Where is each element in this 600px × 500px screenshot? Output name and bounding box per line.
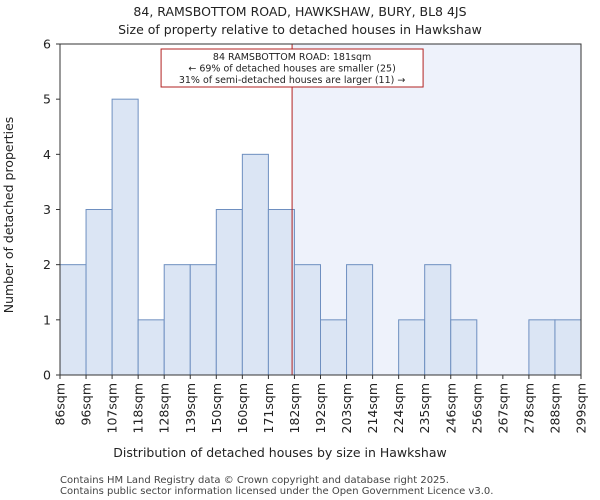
x-tick-label: 192sqm	[313, 383, 328, 433]
x-tick-label: 267sqm	[495, 383, 510, 433]
histogram-bar	[189, 264, 217, 376]
x-tick-label: 214sqm	[365, 383, 380, 433]
x-tick-label: 182sqm	[287, 383, 302, 433]
annotation-line-3: 31% of semi-detached houses are larger (…	[179, 75, 406, 86]
histogram-bar	[241, 153, 269, 376]
histogram-bar	[215, 209, 243, 376]
y-tick-label: 5	[43, 92, 51, 107]
y-tick-label: 6	[43, 37, 51, 52]
footer-line-2: Contains public sector information licen…	[60, 486, 493, 497]
x-tick-label: 118sqm	[131, 383, 146, 433]
x-tick-label: 278sqm	[521, 383, 536, 433]
histogram-bar	[346, 264, 374, 376]
annotation-line-2: ← 69% of detached houses are smaller (25…	[188, 64, 395, 75]
x-axis-ticks: 86sqm 96sqm 107sqm 118sqm 128sqm 139sqm 150sqm…	[53, 375, 589, 433]
y-axis-label: Number of detached properties	[1, 117, 16, 314]
x-tick-label: 128sqm	[157, 383, 172, 433]
y-tick-label: 3	[43, 202, 51, 217]
x-tick-label: 107sqm	[105, 383, 120, 433]
histogram-bar	[267, 209, 295, 376]
x-tick-label: 160sqm	[235, 383, 250, 433]
histogram-bar	[163, 264, 191, 376]
x-tick-label: 86sqm	[53, 383, 68, 426]
histogram-bar	[424, 264, 452, 376]
y-tick-label: 4	[43, 147, 51, 162]
y-tick-label: 0	[43, 368, 51, 383]
y-tick-label: 2	[43, 257, 51, 272]
annotation-line-1: 84 RAMSBOTTOM ROAD: 181sqm	[213, 52, 371, 63]
annotation-box	[160, 48, 424, 88]
chart-title: 84, RAMSBOTTOM ROAD, HAWKSHAW, BURY, BL8…	[133, 4, 466, 19]
x-tick-label: 246sqm	[443, 383, 458, 433]
histogram-bar	[554, 319, 582, 376]
y-axis-ticks: 0 1 2 3 4 5 6	[43, 37, 60, 383]
histogram-bar	[398, 319, 426, 376]
histogram-bar	[59, 264, 87, 376]
chart-subtitle: Size of property relative to detached ho…	[118, 22, 482, 37]
histogram-bar	[450, 319, 478, 376]
y-tick-label: 1	[43, 312, 51, 327]
histogram-bar	[293, 264, 322, 376]
x-tick-label: 299sqm	[574, 383, 589, 433]
histogram-bar	[528, 319, 556, 376]
x-tick-label: 235sqm	[417, 383, 432, 433]
histogram-bar	[111, 98, 139, 376]
x-tick-label: 288sqm	[547, 383, 562, 433]
x-tick-label: 150sqm	[209, 383, 224, 433]
x-tick-label: 96sqm	[79, 383, 94, 426]
histogram-bar	[137, 319, 165, 376]
marker-annotation: 84 RAMSBOTTOM ROAD: 181sqm ← 69% of deta…	[160, 48, 424, 88]
x-tick-label: 139sqm	[183, 383, 198, 433]
footer-line-1: Contains HM Land Registry data © Crown c…	[60, 475, 449, 486]
x-tick-label: 256sqm	[469, 383, 484, 433]
x-axis-label: Distribution of detached houses by size …	[113, 445, 446, 460]
bars-group	[59, 98, 582, 376]
x-tick-label: 224sqm	[391, 383, 406, 433]
x-tick-label: 171sqm	[261, 383, 276, 433]
x-tick-label: 203sqm	[339, 383, 354, 433]
histogram-bar	[85, 209, 113, 376]
histogram-bar	[320, 319, 348, 376]
